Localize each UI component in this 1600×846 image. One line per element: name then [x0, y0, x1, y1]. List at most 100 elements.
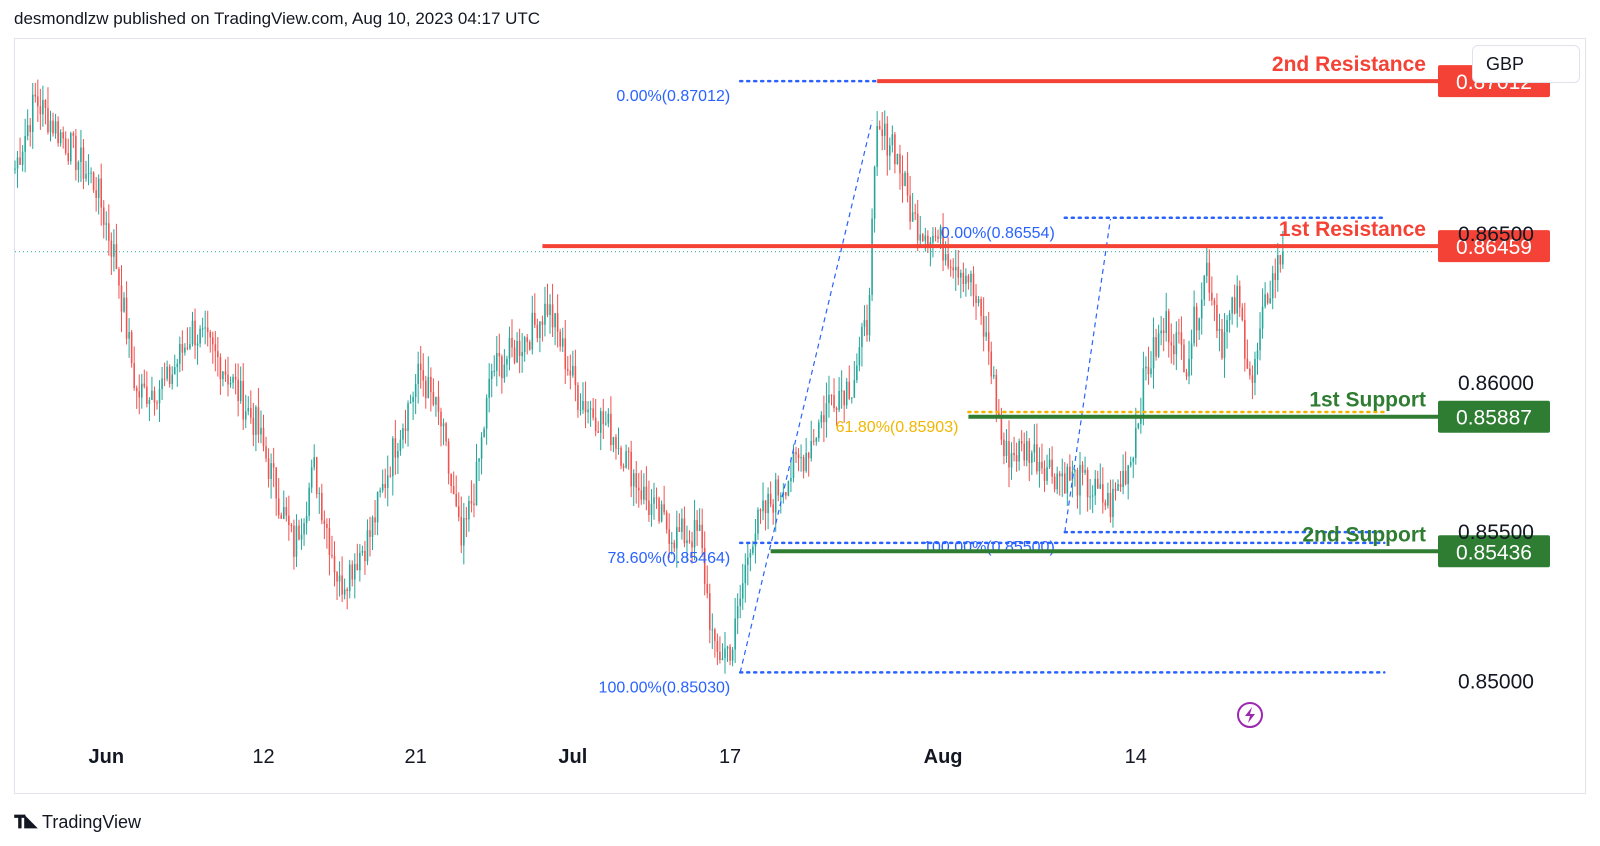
candle-body	[1041, 461, 1043, 469]
candle-body	[1145, 366, 1147, 369]
candle-body	[921, 234, 924, 241]
candle-body	[323, 520, 326, 524]
candle-body	[866, 319, 868, 336]
candle-body	[29, 125, 32, 132]
candle-body	[772, 504, 774, 513]
candle-body	[475, 461, 478, 506]
candle-body	[437, 396, 440, 412]
candle-body	[873, 166, 876, 219]
candle-body	[1127, 465, 1129, 485]
candle-body	[711, 629, 714, 631]
candle-body	[275, 467, 277, 499]
candle-body	[605, 423, 607, 425]
candle-body	[303, 523, 305, 535]
candle-body	[1155, 337, 1157, 357]
candle-body	[701, 524, 703, 549]
candle-body	[965, 275, 967, 284]
candle-body	[683, 518, 686, 544]
candle-body	[584, 401, 587, 413]
fib-level-label: 0.00%(0.87012)	[616, 88, 730, 105]
candle-body	[1190, 343, 1193, 359]
candle-body	[1203, 275, 1206, 300]
candle-body	[939, 226, 942, 239]
candle-body	[858, 347, 861, 366]
candle-body	[678, 527, 681, 532]
candle-body	[1114, 488, 1117, 491]
candle-body	[688, 540, 691, 542]
candle-body	[632, 473, 635, 487]
candle-body	[120, 285, 123, 312]
candle-body	[369, 530, 371, 537]
candle-body	[820, 415, 823, 423]
candle-body	[1134, 428, 1137, 458]
candle-body	[731, 649, 734, 661]
candle-body	[1104, 502, 1107, 506]
candle-body	[1264, 294, 1266, 307]
candle-body	[1023, 443, 1026, 461]
candle-body	[785, 492, 787, 496]
candle-body	[1241, 307, 1244, 321]
candle-body	[1025, 441, 1028, 461]
x-tick-label: 14	[1125, 746, 1147, 768]
candle-body	[1096, 478, 1099, 489]
candle-body	[823, 415, 825, 423]
candle-body	[850, 397, 853, 399]
candle-body	[972, 273, 975, 296]
candle-body	[719, 651, 721, 660]
candle-body	[371, 517, 374, 537]
candle-body	[767, 493, 769, 514]
candle-body	[270, 463, 272, 479]
candle-body	[932, 235, 934, 243]
candle-body	[1089, 496, 1091, 498]
candle-body	[597, 431, 600, 433]
candle-body	[85, 174, 87, 179]
candle-body	[1084, 470, 1086, 473]
candle-body	[1000, 415, 1003, 440]
candle-body	[612, 437, 615, 446]
candle-body	[1112, 488, 1114, 518]
candle-body	[49, 120, 52, 133]
candle-body	[703, 548, 706, 584]
candle-body	[1231, 297, 1233, 314]
candle-body	[696, 520, 698, 531]
candle-body	[1036, 444, 1038, 472]
candle-body	[331, 554, 333, 557]
candle-body	[1246, 358, 1249, 369]
candle-body	[645, 486, 648, 501]
candle-body	[113, 244, 115, 257]
candle-body	[916, 213, 919, 241]
candle-body	[990, 351, 993, 377]
candle-body	[450, 473, 452, 487]
candle-body	[790, 477, 792, 482]
candle-body	[518, 340, 521, 357]
candle-body	[37, 96, 39, 107]
level-label: 2nd Resistance	[1272, 53, 1426, 76]
candle-body	[21, 151, 24, 165]
candle-body	[957, 266, 960, 278]
candle-body	[341, 575, 343, 595]
candle-body	[757, 509, 759, 534]
candle-body	[252, 417, 255, 435]
candle-body	[1170, 342, 1173, 346]
candle-body	[797, 454, 800, 458]
candle-body	[295, 525, 298, 557]
candle-body	[1282, 251, 1284, 265]
candle-body	[186, 347, 189, 349]
candle-body	[564, 338, 567, 370]
candle-body	[977, 298, 980, 304]
candle-body	[954, 266, 957, 271]
candle-body	[1147, 366, 1150, 375]
candle-body	[868, 294, 871, 336]
fib-level-label: 100.00%(0.85500)	[923, 539, 1055, 556]
candle-body	[818, 422, 820, 439]
fib-level-label: 78.60%(0.85464)	[607, 550, 730, 567]
candle-body	[1157, 333, 1160, 357]
candle-body	[293, 525, 295, 557]
candle-body	[635, 473, 638, 488]
currency-selector[interactable]: GBP	[1472, 45, 1580, 83]
candle-body	[871, 218, 873, 295]
candle-body	[463, 518, 465, 546]
candle-body	[531, 312, 534, 350]
candle-body	[934, 235, 937, 237]
